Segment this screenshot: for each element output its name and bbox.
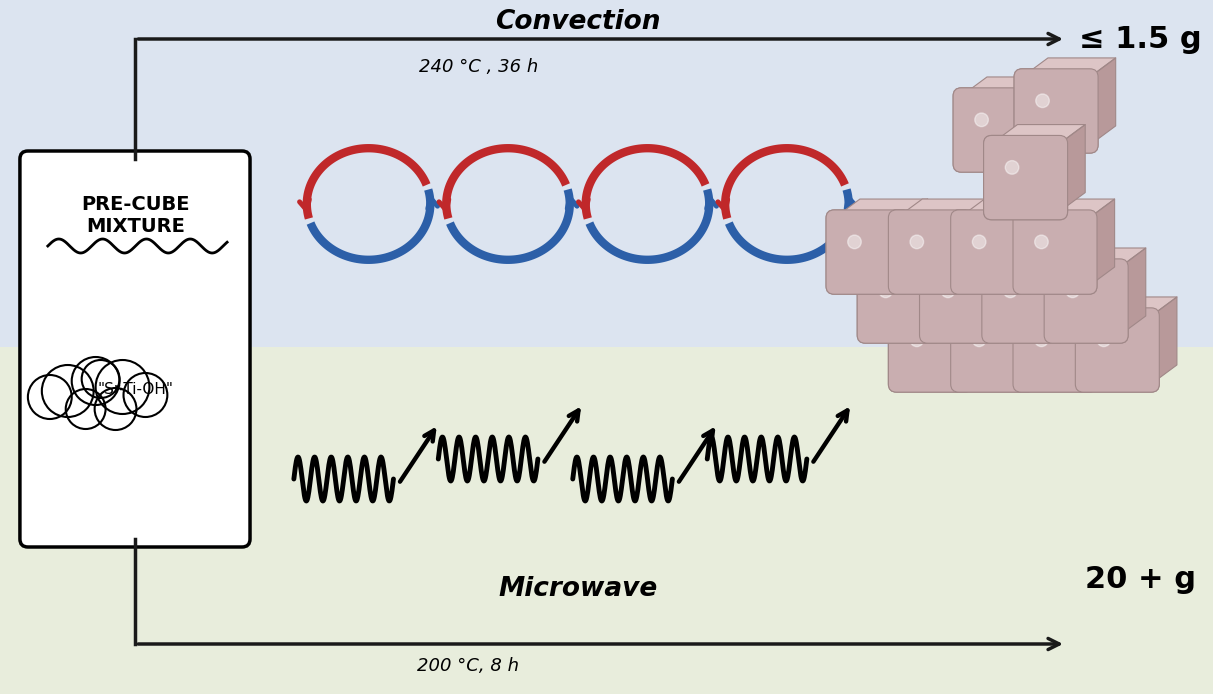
Circle shape — [28, 375, 72, 419]
Polygon shape — [1027, 199, 1052, 286]
Circle shape — [1034, 333, 1049, 346]
Polygon shape — [1052, 248, 1146, 267]
Circle shape — [1034, 235, 1049, 248]
FancyBboxPatch shape — [1075, 308, 1160, 392]
FancyBboxPatch shape — [888, 308, 972, 392]
FancyBboxPatch shape — [984, 135, 1068, 220]
Polygon shape — [990, 248, 1084, 267]
Polygon shape — [1027, 297, 1052, 384]
Text: 240 °C , 36 h: 240 °C , 36 h — [419, 58, 538, 76]
Circle shape — [41, 365, 94, 417]
Polygon shape — [1089, 297, 1114, 384]
FancyBboxPatch shape — [1044, 259, 1128, 344]
FancyBboxPatch shape — [920, 259, 1004, 344]
Polygon shape — [1084, 297, 1177, 316]
Circle shape — [942, 284, 955, 298]
Polygon shape — [1151, 297, 1177, 384]
Circle shape — [123, 373, 167, 417]
FancyBboxPatch shape — [951, 308, 1034, 392]
FancyBboxPatch shape — [1015, 69, 1099, 153]
FancyBboxPatch shape — [19, 151, 250, 547]
FancyBboxPatch shape — [857, 259, 942, 344]
Polygon shape — [961, 77, 1055, 96]
Polygon shape — [995, 248, 1021, 335]
FancyBboxPatch shape — [826, 210, 910, 294]
FancyBboxPatch shape — [1015, 69, 1099, 153]
FancyBboxPatch shape — [984, 135, 1068, 220]
Polygon shape — [865, 248, 959, 267]
Polygon shape — [896, 199, 990, 218]
FancyBboxPatch shape — [826, 210, 910, 294]
Polygon shape — [1021, 297, 1114, 316]
Circle shape — [879, 284, 893, 298]
Circle shape — [972, 235, 985, 248]
FancyBboxPatch shape — [888, 308, 972, 392]
Circle shape — [1004, 284, 1017, 298]
Circle shape — [910, 333, 923, 346]
FancyBboxPatch shape — [1075, 308, 1160, 392]
FancyBboxPatch shape — [1044, 259, 1128, 344]
Text: 200 °C, 8 h: 200 °C, 8 h — [418, 657, 519, 675]
Polygon shape — [959, 199, 1052, 218]
FancyBboxPatch shape — [857, 259, 942, 344]
Polygon shape — [1021, 199, 1114, 218]
FancyBboxPatch shape — [982, 259, 1066, 344]
FancyBboxPatch shape — [888, 210, 972, 294]
Polygon shape — [834, 199, 928, 218]
Circle shape — [974, 113, 988, 126]
Circle shape — [1097, 333, 1111, 346]
Text: "Sr-Ti-OH": "Sr-Ti-OH" — [97, 382, 173, 396]
Polygon shape — [965, 199, 990, 286]
Polygon shape — [991, 124, 1085, 144]
Polygon shape — [965, 297, 990, 384]
Circle shape — [66, 389, 106, 429]
FancyBboxPatch shape — [1013, 308, 1097, 392]
FancyBboxPatch shape — [982, 259, 1066, 344]
Circle shape — [1066, 284, 1079, 298]
FancyBboxPatch shape — [920, 259, 1004, 344]
Text: PRE-CUBE: PRE-CUBE — [82, 194, 190, 214]
Bar — [0, 0, 1213, 347]
Circle shape — [1005, 160, 1018, 174]
Polygon shape — [1121, 248, 1146, 335]
Text: 20 + g: 20 + g — [1085, 564, 1196, 593]
Bar — [0, 347, 1213, 694]
FancyBboxPatch shape — [1013, 210, 1097, 294]
FancyBboxPatch shape — [888, 210, 972, 294]
Circle shape — [95, 388, 136, 430]
Text: MIXTURE: MIXTURE — [86, 217, 185, 235]
FancyBboxPatch shape — [1013, 308, 1097, 392]
Circle shape — [848, 235, 861, 248]
FancyBboxPatch shape — [951, 210, 1034, 294]
Circle shape — [82, 360, 119, 398]
FancyBboxPatch shape — [951, 308, 1034, 392]
FancyBboxPatch shape — [954, 88, 1037, 172]
Circle shape — [96, 360, 150, 414]
Polygon shape — [901, 199, 928, 286]
Polygon shape — [928, 248, 1021, 267]
Polygon shape — [933, 248, 959, 335]
Polygon shape — [1090, 58, 1116, 145]
Polygon shape — [1089, 199, 1114, 286]
Text: Convection: Convection — [495, 9, 660, 35]
Polygon shape — [1029, 77, 1055, 164]
Polygon shape — [896, 297, 990, 316]
Text: Microwave: Microwave — [498, 576, 658, 602]
FancyBboxPatch shape — [954, 88, 1037, 172]
Circle shape — [910, 235, 923, 248]
Circle shape — [972, 333, 985, 346]
FancyBboxPatch shape — [1013, 210, 1097, 294]
Polygon shape — [1022, 58, 1116, 77]
Circle shape — [1035, 94, 1049, 108]
Polygon shape — [1060, 124, 1085, 212]
Text: ≤ 1.5 g: ≤ 1.5 g — [1079, 24, 1202, 53]
Circle shape — [72, 357, 119, 405]
Polygon shape — [959, 297, 1052, 316]
FancyBboxPatch shape — [951, 210, 1034, 294]
Polygon shape — [1057, 248, 1084, 335]
